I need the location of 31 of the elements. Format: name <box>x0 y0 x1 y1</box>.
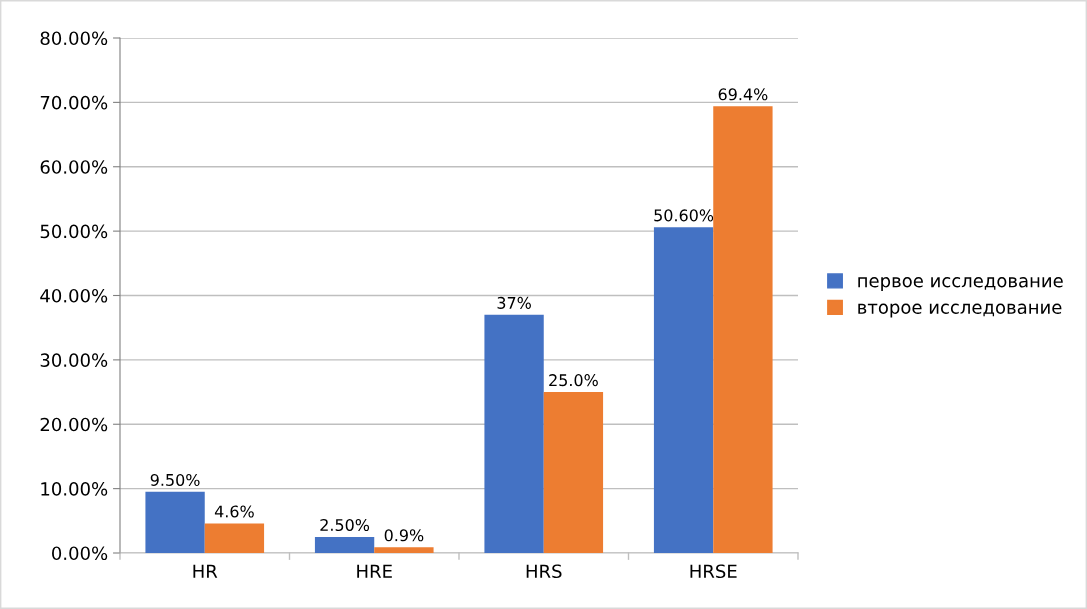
data-label: 50.60% <box>654 209 714 222</box>
bar <box>543 392 604 553</box>
data-label: 25.0% <box>549 374 598 387</box>
data-label: 37% <box>497 296 531 309</box>
bar <box>484 314 544 553</box>
data-label: 0.9% <box>384 529 424 542</box>
x-tick-label: HRS <box>526 564 562 579</box>
bar <box>204 523 265 553</box>
y-tick-label: 0.00% <box>52 546 108 561</box>
data-label: 69.4% <box>718 88 768 101</box>
x-tick-label: HRE <box>357 564 392 578</box>
data-label: 2.50% <box>320 518 370 532</box>
bar <box>374 547 434 553</box>
y-tick-label: 20.00% <box>40 417 108 432</box>
legend-label: второе исследование <box>858 303 1062 318</box>
x-tick-label: HR <box>193 564 218 578</box>
legend-label: первое исследование <box>858 277 1063 291</box>
x-tick-label: HRSE <box>690 564 737 579</box>
y-tick-label: 40.00% <box>40 288 108 303</box>
y-tick-label: 70.00% <box>40 95 108 110</box>
bar <box>314 536 375 553</box>
y-tick-label: 50.00% <box>40 224 108 239</box>
data-label: 9.50% <box>150 473 200 486</box>
y-tick-label: 10.00% <box>41 482 108 496</box>
y-tick-label: 60.00% <box>40 160 108 174</box>
bar <box>653 227 714 553</box>
data-label: 4.6% <box>214 505 254 518</box>
bar <box>713 106 773 553</box>
y-tick-label: 80.00% <box>40 31 108 46</box>
bar <box>145 491 205 553</box>
y-tick-label: 30.00% <box>40 353 108 367</box>
